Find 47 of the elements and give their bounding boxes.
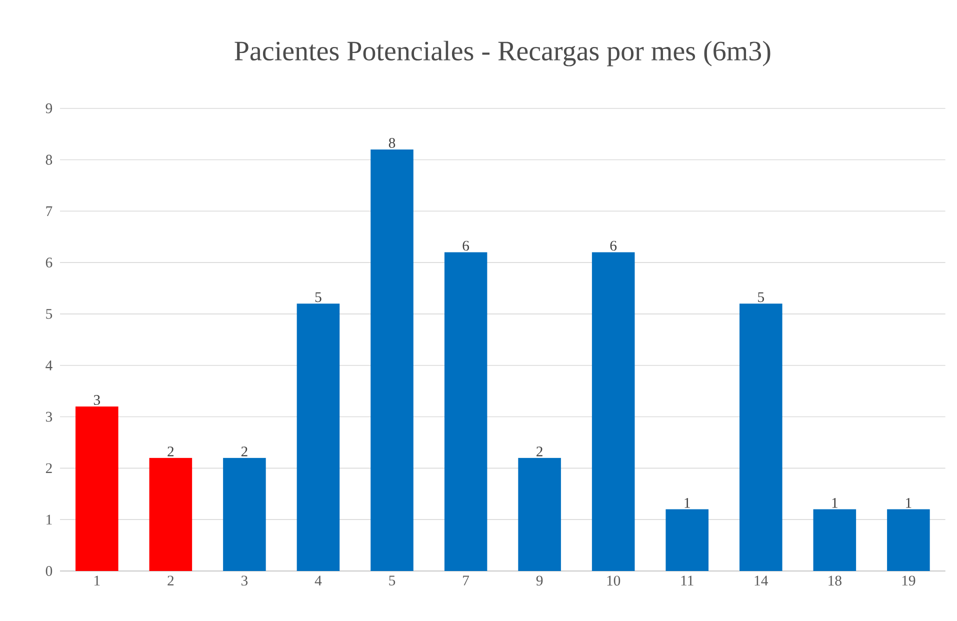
data-label: 2 [241,446,248,456]
x-tick-label: 18 [828,576,842,586]
data-label: 3 [94,395,100,405]
data-label: 1 [832,498,838,508]
y-tick-label: 1 [46,514,52,524]
data-label: 2 [168,446,174,456]
x-tick-label: 1 [94,576,100,586]
y-tick-label: 0 [46,566,52,576]
bar [813,509,856,571]
bar [149,458,192,571]
y-tick-label: 8 [46,154,52,165]
bar [296,304,340,571]
bar [739,304,782,571]
x-tick-label: 19 [902,576,916,586]
bar [76,406,118,571]
bar [223,458,266,571]
x-tick-label: 3 [241,576,248,586]
x-tick-label: 2 [168,576,174,586]
data-label: 8 [388,138,396,148]
x-tick-label: 14 [754,576,768,586]
x-tick-label: 5 [389,576,396,586]
x-tick-label: 10 [607,576,620,586]
data-label: 5 [758,292,764,302]
data-label: 2 [536,446,542,456]
y-tick-label: 6 [46,258,52,268]
y-tick-label: 5 [46,309,52,319]
bar [666,509,709,571]
data-label: 1 [684,498,690,508]
bar [592,252,635,571]
y-tick-label: 9 [46,103,52,114]
bar [518,458,561,571]
y-tick-label: 7 [46,206,52,216]
x-tick-label: 7 [463,576,470,586]
y-tick-label: 2 [46,463,52,474]
bar [887,509,930,571]
bar [444,252,488,571]
data-label: 1 [906,498,912,508]
data-label: 6 [462,240,470,251]
chart-title: Pacientes Potenciales - Recargas por mes (6m3) [234,40,770,66]
y-tick-label: 3 [46,412,52,422]
x-tick-label: 9 [536,576,543,586]
bar [370,149,414,571]
data-label: 6 [610,240,617,251]
x-tick-label: 11 [681,576,694,586]
y-tick-label: 4 [46,360,52,370]
x-tick-label: 4 [314,576,322,586]
data-label: 5 [315,292,322,302]
